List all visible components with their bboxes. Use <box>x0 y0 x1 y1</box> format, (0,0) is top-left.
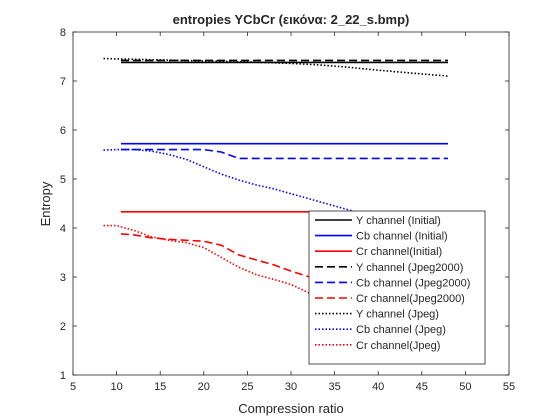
x-axis-label: Compression ratio <box>238 401 344 416</box>
series-line-7 <box>103 57 449 77</box>
y-tick-label: 2 <box>60 321 66 333</box>
x-tick-label: 25 <box>241 381 253 393</box>
x-tick-label: 35 <box>328 381 340 393</box>
legend: Y channel (Initial) Cb channel (Initial) C… <box>308 210 486 365</box>
series-line-6 <box>120 233 449 314</box>
legend-label-6: Cr channel(Jpeg2000) <box>356 293 465 305</box>
series-line-5 <box>121 148 448 160</box>
y-tick-label: 6 <box>60 125 66 137</box>
y-tick-label: 1 <box>60 370 66 382</box>
x-tick-label: 20 <box>198 381 210 393</box>
x-tick-label: 55 <box>503 381 515 393</box>
x-tick-label: 40 <box>372 381 384 393</box>
legend-label-8: Cb channel (Jpeg) <box>356 324 446 336</box>
y-tick-label: 3 <box>60 272 66 284</box>
legend-label-9: Cr channel(Jpeg) <box>356 340 440 352</box>
x-ticks: 5 10 15 20 25 30 35 40 45 50 55 <box>70 32 515 393</box>
y-tick-label: 5 <box>60 174 66 186</box>
x-tick-label: 15 <box>154 381 166 393</box>
y-tick-label: 4 <box>60 223 66 235</box>
legend-box <box>308 210 486 365</box>
legend-label-7: Y channel (Jpeg) <box>356 309 439 321</box>
legend-label-1: Y channel (Initial) <box>356 215 441 227</box>
x-tick-label: 10 <box>110 381 122 393</box>
legend-label-5: Cb channel (Jpeg2000) <box>356 277 470 289</box>
series-line-9 <box>103 224 344 305</box>
x-tick-label: 5 <box>70 381 76 393</box>
chart-title: entropies YCbCr (εικόνα: 2_22_s.bmp) <box>173 12 410 27</box>
y-ticks: 1 2 3 4 5 6 7 8 <box>60 27 509 382</box>
legend-label-2: Cb channel (Initial) <box>356 231 448 243</box>
legend-label-3: Cr channel(Initial) <box>356 246 442 258</box>
x-tick-label: 45 <box>416 381 428 393</box>
y-axis-label: Entropy <box>38 181 53 226</box>
y-tick-label: 8 <box>60 27 66 39</box>
legend-label-4: Y channel (Jpeg2000) <box>356 262 463 274</box>
y-tick-label: 7 <box>60 76 66 88</box>
x-tick-label: 50 <box>459 381 471 393</box>
x-tick-label: 30 <box>285 381 297 393</box>
series-line-8 <box>103 148 379 218</box>
